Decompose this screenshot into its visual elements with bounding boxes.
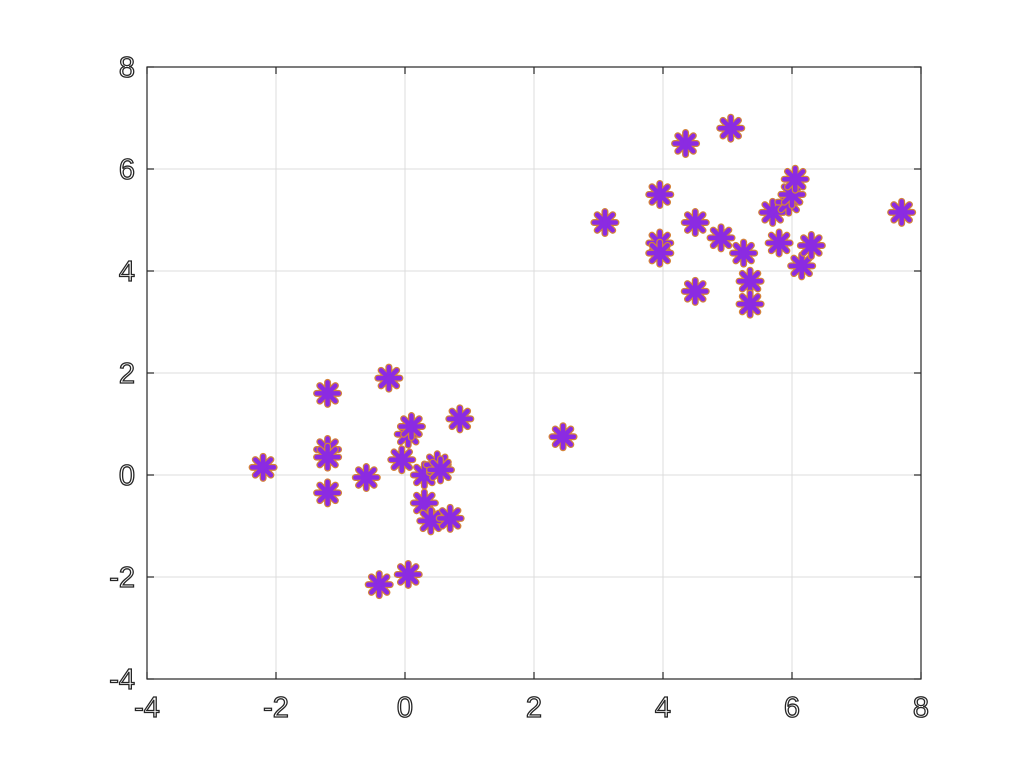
- y-tick-label: 4: [119, 256, 135, 288]
- data-point: [393, 559, 423, 589]
- data-point: [887, 197, 917, 227]
- data-point: [645, 180, 675, 209]
- y-tick-label: 0: [119, 460, 135, 492]
- data-point: [313, 478, 343, 508]
- x-tick-label: -2: [263, 692, 289, 724]
- data-point: [248, 452, 278, 482]
- x-tick-label: -4: [134, 692, 160, 724]
- data-point: [387, 445, 417, 475]
- data-point: [396, 412, 426, 442]
- data-point: [548, 422, 578, 452]
- data-point: [680, 208, 710, 238]
- y-axis-ticks: -4 -2 0 2 4 6 8: [109, 51, 921, 697]
- data-point: [435, 503, 465, 533]
- y-tick-label: -2: [109, 562, 135, 594]
- data-points: [248, 113, 917, 600]
- data-point: [729, 238, 759, 268]
- data-point: [680, 276, 710, 306]
- data-point: [351, 463, 381, 493]
- data-point: [764, 228, 794, 258]
- data-point: [780, 164, 810, 194]
- y-tick-label: 6: [119, 154, 135, 186]
- x-tick-label: 4: [655, 692, 671, 724]
- y-tick-label: -4: [109, 664, 135, 696]
- data-point: [706, 223, 736, 253]
- x-tick-label: 6: [784, 692, 800, 724]
- data-point: [716, 113, 746, 143]
- x-tick-label: 0: [397, 692, 413, 724]
- data-point: [313, 442, 343, 472]
- y-tick-label: 2: [119, 358, 135, 390]
- x-tick-label: 2: [526, 692, 542, 724]
- data-point: [374, 363, 404, 393]
- data-point: [787, 251, 817, 281]
- y-tick-label: 8: [119, 52, 135, 84]
- x-tick-label: 8: [913, 692, 929, 724]
- data-point: [735, 266, 765, 296]
- x-axis-ticks: -4 -2 0 2 4 6 8: [133, 67, 930, 725]
- data-point: [796, 231, 826, 260]
- data-point: [313, 378, 343, 408]
- data-point: [645, 238, 675, 268]
- data-point: [671, 129, 701, 158]
- data-point: [425, 455, 455, 485]
- data-point: [364, 570, 394, 600]
- data-point: [735, 289, 765, 319]
- data-point: [590, 208, 620, 238]
- data-point: [445, 404, 475, 434]
